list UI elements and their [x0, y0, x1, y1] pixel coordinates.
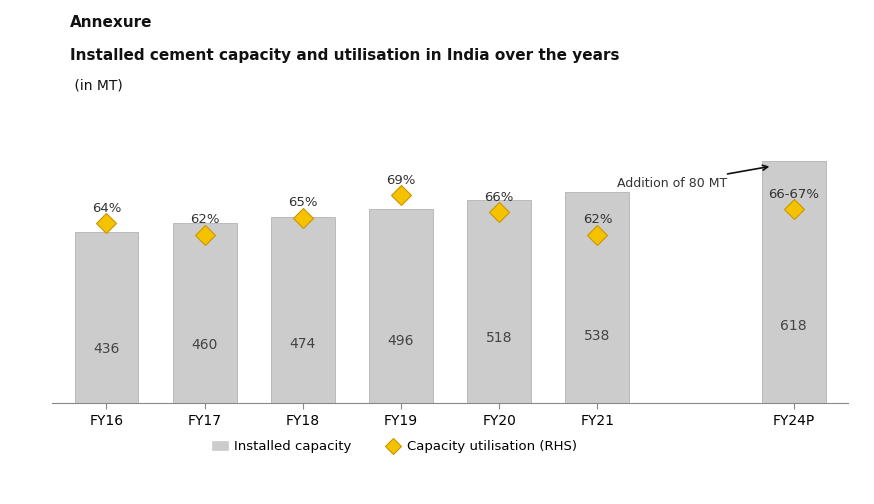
Text: 460: 460: [191, 339, 218, 352]
Bar: [173, 223, 237, 403]
Text: 64%: 64%: [92, 202, 121, 215]
Text: 436: 436: [94, 342, 120, 355]
Text: 518: 518: [486, 331, 512, 345]
Text: 474: 474: [289, 337, 316, 351]
Text: 538: 538: [584, 329, 611, 343]
Text: 69%: 69%: [386, 174, 416, 187]
Text: 618: 618: [780, 319, 807, 333]
Bar: [74, 232, 138, 403]
Bar: [468, 200, 531, 403]
Legend: Installed capacity, Capacity utilisation (RHS): Installed capacity, Capacity utilisation…: [206, 435, 582, 459]
Text: 62%: 62%: [190, 213, 219, 226]
Bar: [565, 193, 629, 403]
Text: Installed cement capacity and utilisation in India over the years: Installed cement capacity and utilisatio…: [70, 48, 620, 63]
Bar: [369, 209, 433, 403]
Bar: [762, 161, 826, 403]
Text: 65%: 65%: [288, 196, 317, 209]
Text: 62%: 62%: [583, 213, 612, 226]
Text: Annexure: Annexure: [70, 15, 152, 30]
Text: 66-67%: 66-67%: [768, 188, 819, 201]
Text: (in MT): (in MT): [70, 78, 122, 92]
Bar: [271, 217, 335, 403]
Text: Addition of 80 MT: Addition of 80 MT: [617, 165, 767, 190]
Text: 66%: 66%: [484, 191, 514, 204]
Text: 496: 496: [388, 334, 414, 348]
